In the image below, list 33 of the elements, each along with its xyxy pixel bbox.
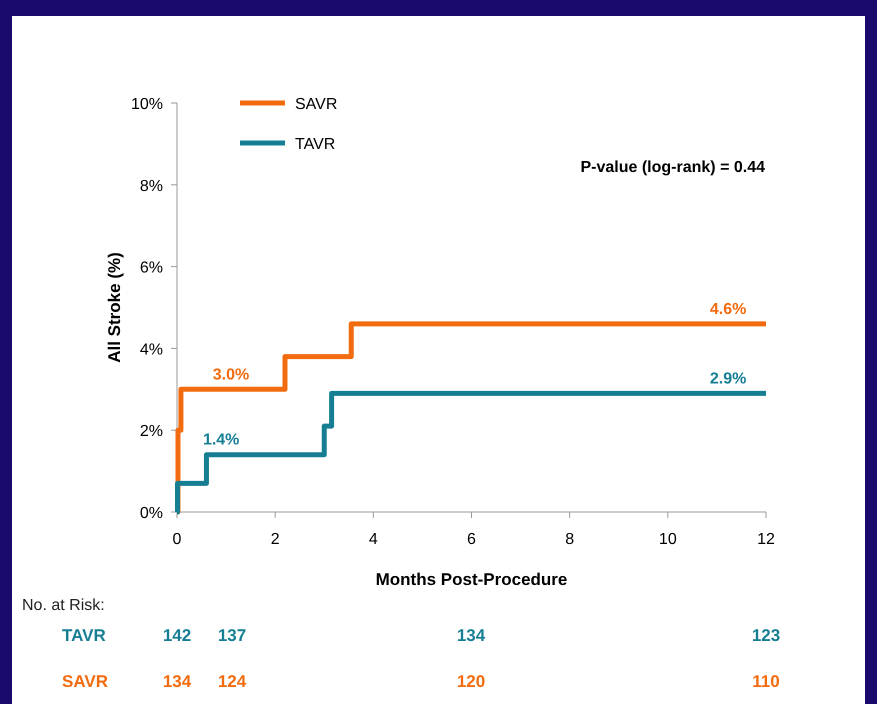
- text: 123: [752, 626, 780, 645]
- text: TAVR: [62, 626, 106, 645]
- y-tick-label: 10%: [130, 96, 163, 113]
- x-tick-label: 10: [658, 531, 677, 548]
- annotation: P-value (log-rank) = 0.44: [580, 159, 766, 176]
- text: 137: [218, 626, 246, 645]
- annotation: 1.4%: [202, 432, 240, 449]
- legend-label: SAVR: [295, 96, 338, 113]
- x-tick-label: 8: [565, 531, 574, 548]
- x-tick-label: 12: [757, 531, 775, 548]
- y-tick-label: 4%: [140, 341, 163, 358]
- text: 110: [752, 672, 780, 691]
- y-tick-label: 0%: [140, 505, 163, 522]
- y-tick-label: 2%: [140, 423, 163, 440]
- y-tick-label: 8%: [140, 178, 163, 195]
- text: 134: [162, 672, 192, 691]
- annotation: 2.9%: [710, 370, 746, 388]
- x-tick-label: 0: [172, 531, 182, 548]
- x-tick-label: 6: [467, 531, 476, 548]
- y-tick-label: 6%: [140, 260, 163, 277]
- annotation: 3.0%: [212, 366, 250, 384]
- text: No. at Risk:: [22, 597, 105, 614]
- text: SAVR: [62, 672, 108, 691]
- text: 142: [162, 626, 192, 645]
- x-tick-label: 2: [270, 531, 280, 548]
- text: 124: [218, 672, 247, 691]
- x-axis-title: Months Post-Procedure: [376, 570, 568, 589]
- x-tick-label: 4: [368, 531, 378, 548]
- annotation: 4.6%: [710, 300, 746, 318]
- text: 134: [456, 626, 486, 645]
- text: 120: [456, 672, 486, 691]
- legend-label: TAVR: [295, 136, 336, 153]
- y-axis-title: All Stroke (%): [105, 252, 124, 363]
